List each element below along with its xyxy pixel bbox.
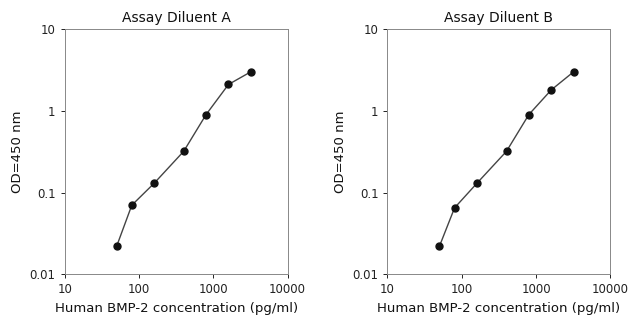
Title: Assay Diluent B: Assay Diluent B [444,11,554,25]
Title: Assay Diluent A: Assay Diluent A [122,11,230,25]
Y-axis label: OD=450 nm: OD=450 nm [334,111,347,193]
Y-axis label: OD=450 nm: OD=450 nm [11,111,24,193]
X-axis label: Human BMP-2 concentration (pg/ml): Human BMP-2 concentration (pg/ml) [378,302,621,315]
X-axis label: Human BMP-2 concentration (pg/ml): Human BMP-2 concentration (pg/ml) [54,302,298,315]
